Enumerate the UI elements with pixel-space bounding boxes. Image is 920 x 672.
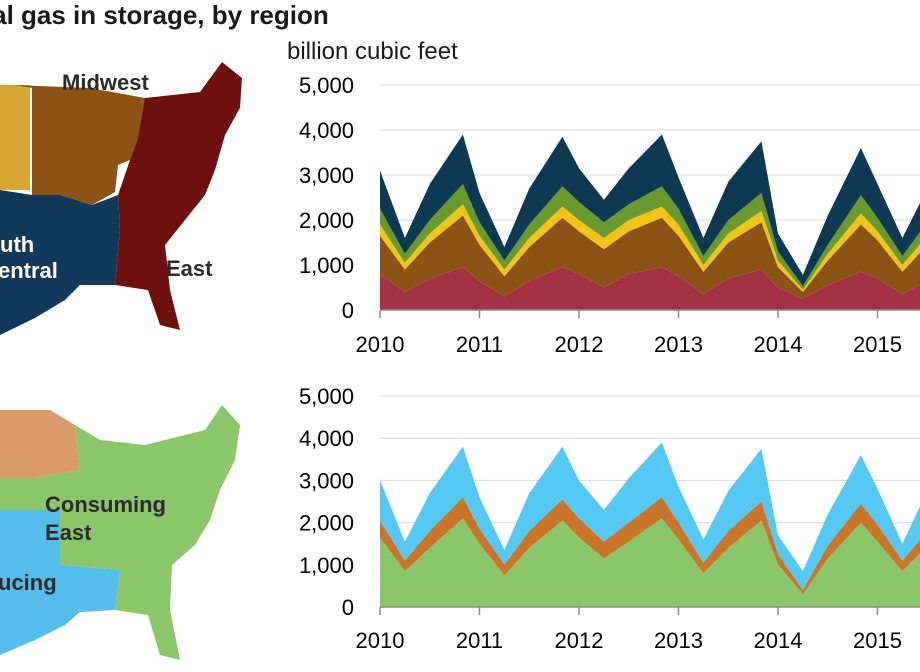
y-tick-label-top: 2,000 bbox=[299, 208, 354, 233]
y-tick-label-bottom: 1,000 bbox=[299, 553, 354, 578]
map-bottom-label-consuming: Consuming bbox=[45, 492, 166, 517]
x-tick-label-bottom: 2015 bbox=[853, 628, 902, 653]
map-top: Midwest uth entral East bbox=[0, 62, 242, 335]
map-bottom-label-producing: ucing bbox=[0, 570, 57, 595]
area-series-top-3 bbox=[380, 184, 920, 290]
y-tick-label-bottom: 4,000 bbox=[299, 426, 354, 451]
x-tick-label-top: 2010 bbox=[356, 332, 405, 357]
map-top-mountain-region bbox=[0, 85, 30, 190]
y-tick-label-top: 5,000 bbox=[299, 73, 354, 98]
y-tick-label-top: 0 bbox=[342, 298, 354, 323]
area-series-top-4 bbox=[380, 134, 920, 287]
y-tick-label-bottom: 3,000 bbox=[299, 468, 354, 493]
y-tick-label-bottom: 2,000 bbox=[299, 511, 354, 536]
x-tick-label-top: 2015 bbox=[853, 332, 902, 357]
chart-bottom: 0 1,000 2,000 3,000 4,000 5,000 2010 2011 2012 20… bbox=[299, 384, 920, 653]
area-series-top-1 bbox=[380, 215, 920, 299]
map-bottom-label-east: East bbox=[45, 520, 92, 545]
area-series-bottom-1 bbox=[380, 497, 920, 595]
y-tick-label-top: 3,000 bbox=[299, 163, 354, 188]
map-top-label-south: uth bbox=[0, 232, 34, 257]
area-series-top-2 bbox=[380, 204, 920, 292]
map-top-label-central: entral bbox=[0, 258, 58, 283]
x-tick-label-bottom: 2010 bbox=[356, 628, 405, 653]
y-tick-label-top: 1,000 bbox=[299, 253, 354, 278]
area-series-top-0 bbox=[380, 267, 920, 310]
x-tick-label-bottom: 2011 bbox=[456, 628, 503, 653]
x-tick-label-top: 2012 bbox=[555, 332, 604, 357]
x-tick-label-top: 2013 bbox=[654, 332, 703, 357]
map-bottom-producing-region bbox=[0, 510, 120, 655]
y-tick-label-top: 4,000 bbox=[299, 118, 354, 143]
map-top-south-central-region bbox=[0, 190, 120, 335]
map-bottom-west-region bbox=[0, 410, 80, 478]
x-tick-label-top: 2014 bbox=[754, 332, 803, 357]
chart-title: ral gas in storage, by region bbox=[0, 0, 329, 30]
area-series-bottom-2 bbox=[380, 442, 920, 591]
chart-top: 0 1,000 2,000 3,000 4,000 5,000 2010 2011 2012 20… bbox=[299, 73, 920, 357]
map-top-midwest-region bbox=[14, 85, 150, 205]
x-tick-label-bottom: 2014 bbox=[754, 628, 803, 653]
y-tick-label-bottom: 0 bbox=[342, 595, 354, 620]
area-series-bottom-0 bbox=[380, 518, 920, 607]
map-top-label-midwest: Midwest bbox=[62, 70, 149, 95]
x-tick-label-top: 2011 bbox=[456, 332, 503, 357]
y-tick-label-bottom: 5,000 bbox=[299, 384, 354, 409]
map-bottom-consuming-east-region bbox=[0, 405, 240, 660]
unit-label: billion cubic feet bbox=[287, 38, 458, 65]
x-tick-label-bottom: 2012 bbox=[555, 628, 604, 653]
map-bottom: Consuming East ucing bbox=[0, 405, 240, 660]
map-top-label-east: East bbox=[166, 256, 213, 281]
x-tick-label-bottom: 2013 bbox=[654, 628, 703, 653]
map-top-east-region bbox=[115, 62, 242, 330]
